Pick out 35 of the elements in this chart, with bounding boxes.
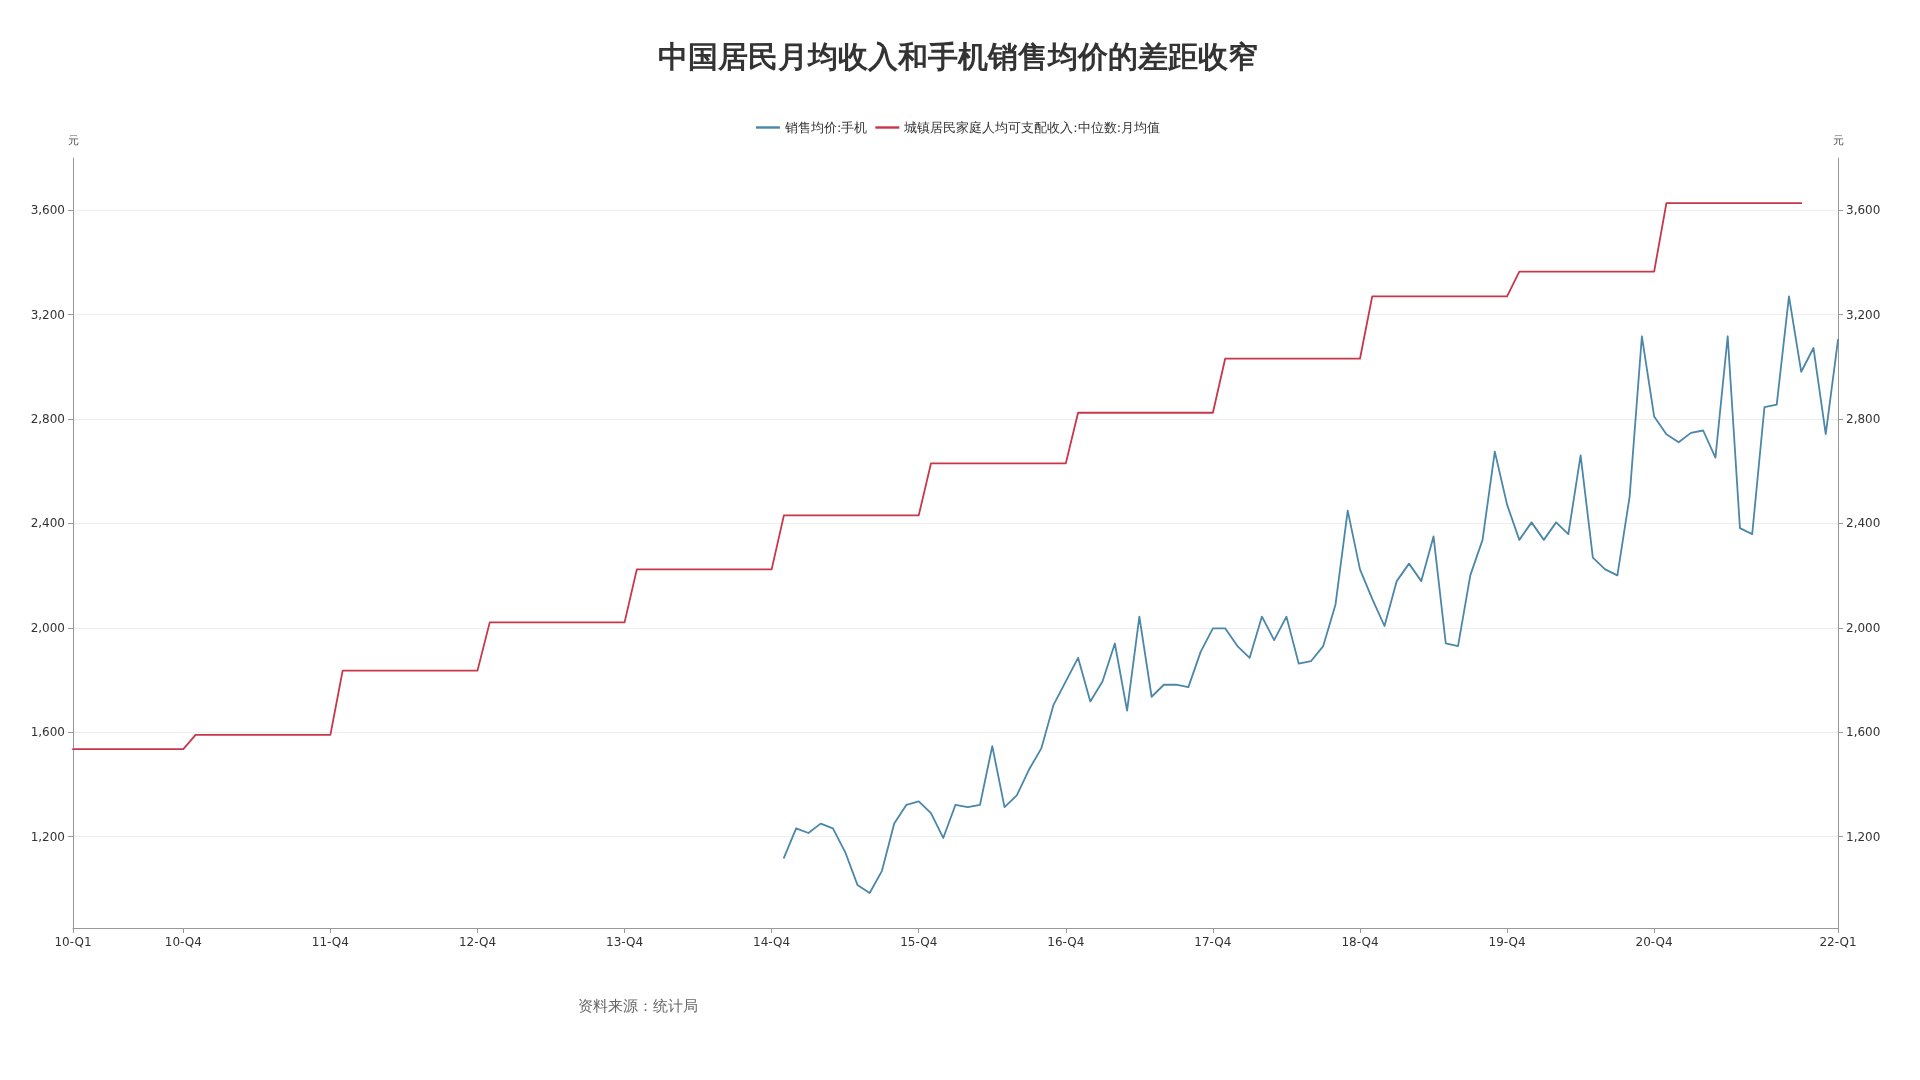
y2-tick-label: 1,600 — [1846, 725, 1881, 740]
x-tick-label: 12-Q4 — [458, 935, 497, 949]
text: 资料来源：统计局 — [578, 996, 698, 1015]
x-tick-label: 14-Q4 — [753, 935, 791, 949]
y2-axis-title: 元 — [1832, 134, 1844, 147]
y-tick-label: 2,400 — [30, 516, 65, 531]
y-tick-label: 3,600 — [30, 203, 65, 218]
y2-tick-label: 3,600 — [1846, 203, 1881, 218]
x-tick-label: 15-Q4 — [900, 935, 938, 949]
y-axis-title: 元 — [67, 134, 79, 147]
x-tick-label: 13-Q4 — [606, 935, 644, 949]
x-tick-label: 18-Q4 — [1341, 935, 1379, 949]
x-tick-label: 10-Q4 — [164, 935, 202, 949]
x-tick-label: 22-Q1 — [1819, 935, 1857, 949]
y2-tick-label: 2,800 — [1846, 412, 1881, 427]
x-tick-label: 20-Q4 — [1635, 935, 1673, 949]
y-tick-label: 1,600 — [30, 725, 65, 740]
y2-tick-label: 3,200 — [1846, 307, 1881, 322]
y-tick-label: 1,200 — [30, 829, 65, 844]
x-tick-label: 17-Q4 — [1194, 935, 1232, 949]
x-tick-label: 16-Q4 — [1047, 935, 1085, 949]
x-tick-label: 11-Q4 — [311, 935, 349, 949]
line-series — [783, 295, 1839, 894]
x-tick-label: 10-Q1 — [54, 935, 92, 949]
y2-tick-label: 1,200 — [1846, 829, 1881, 844]
x-tick-label: 19-Q4 — [1488, 935, 1526, 949]
y2-tick-label: 2,000 — [1846, 620, 1881, 635]
line-series — [72, 202, 1803, 751]
y-tick-label: 2,000 — [30, 620, 65, 635]
chart-title: 中国居民月均收入和手机销售均价的差距收窄 — [658, 38, 1258, 74]
y2-tick-label: 2,400 — [1846, 516, 1881, 531]
legend-label: 销售均价:手机 — [783, 120, 868, 135]
y-tick-label: 2,800 — [30, 412, 65, 427]
legend-label: 城镇居民家庭人均可支配收入:中位数:月均值 — [903, 120, 1161, 135]
y-tick-label: 3,200 — [30, 307, 65, 322]
